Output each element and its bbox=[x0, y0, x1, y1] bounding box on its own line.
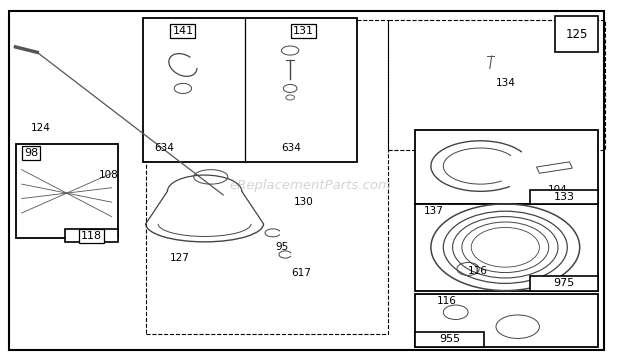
Text: 134: 134 bbox=[495, 78, 515, 88]
Text: 95: 95 bbox=[275, 242, 289, 252]
Bar bbox=[415, 130, 598, 204]
Bar bbox=[536, 162, 572, 173]
Bar bbox=[146, 20, 388, 334]
Text: 955: 955 bbox=[439, 334, 460, 344]
Bar bbox=[415, 332, 484, 347]
Bar bbox=[415, 294, 598, 347]
Text: 617: 617 bbox=[291, 268, 311, 278]
Text: 975: 975 bbox=[554, 278, 575, 288]
Bar bbox=[16, 144, 118, 238]
Text: 634: 634 bbox=[281, 143, 301, 153]
Bar bbox=[143, 18, 356, 162]
Text: eReplacementParts.com: eReplacementParts.com bbox=[229, 179, 391, 192]
Text: 131: 131 bbox=[293, 26, 314, 36]
Text: 116: 116 bbox=[467, 266, 487, 276]
Text: 116: 116 bbox=[436, 296, 456, 306]
Text: 137: 137 bbox=[424, 206, 444, 216]
Text: 141: 141 bbox=[172, 26, 193, 36]
Text: 108: 108 bbox=[99, 170, 118, 180]
Text: 98: 98 bbox=[24, 148, 38, 158]
Text: 104: 104 bbox=[548, 184, 568, 195]
Bar bbox=[555, 16, 598, 52]
Text: 118: 118 bbox=[81, 231, 102, 241]
Text: 125: 125 bbox=[565, 28, 588, 41]
Bar bbox=[65, 229, 118, 242]
Bar bbox=[415, 204, 598, 291]
Text: 634: 634 bbox=[154, 143, 174, 153]
Text: 127: 127 bbox=[170, 253, 190, 263]
Bar bbox=[530, 190, 598, 204]
Text: 133: 133 bbox=[554, 192, 575, 202]
Text: 124: 124 bbox=[30, 123, 50, 133]
Bar bbox=[530, 276, 598, 291]
Text: 130: 130 bbox=[294, 197, 314, 207]
Bar bbox=[388, 20, 604, 150]
